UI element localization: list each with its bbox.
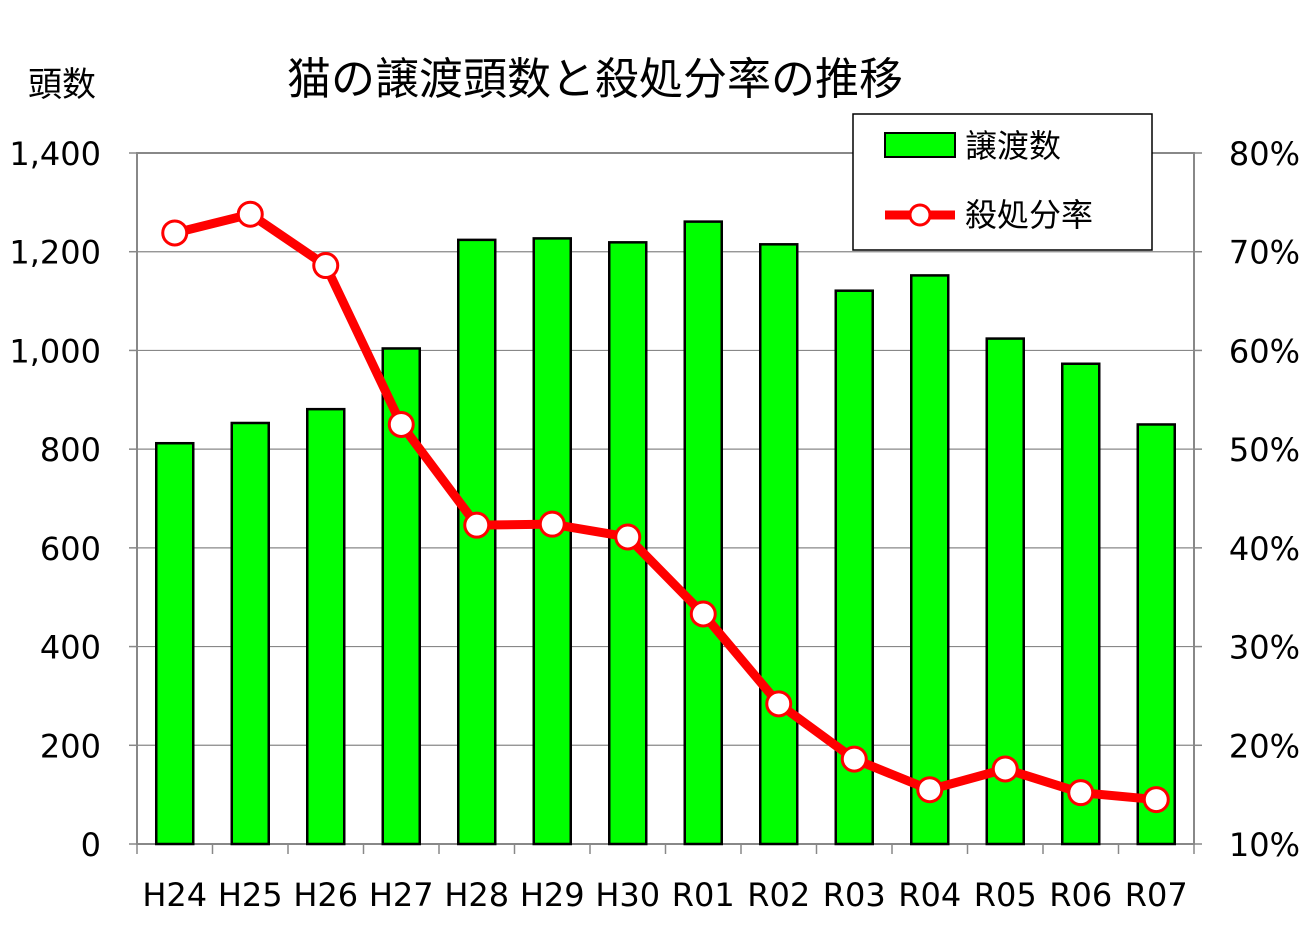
rate-point bbox=[1067, 779, 1095, 807]
legend-bar-swatch bbox=[884, 132, 956, 158]
x-tick-label: R05 bbox=[974, 876, 1037, 914]
legend: 譲渡数 殺処分率 bbox=[852, 113, 1153, 251]
x-tick-label: R04 bbox=[898, 876, 961, 914]
rate-point bbox=[916, 776, 944, 804]
x-tick-label: H30 bbox=[595, 876, 660, 914]
line-series bbox=[161, 200, 1170, 814]
bar bbox=[1061, 362, 1101, 846]
left-tick-label: 1,400 bbox=[9, 135, 101, 173]
bar bbox=[457, 238, 497, 846]
x-tick-label: R01 bbox=[672, 876, 735, 914]
plot-area bbox=[136, 152, 1195, 845]
bar bbox=[155, 441, 195, 846]
bar bbox=[1136, 423, 1176, 846]
rate-point bbox=[689, 600, 717, 628]
bar bbox=[230, 421, 270, 846]
x-tick-label: H25 bbox=[218, 876, 283, 914]
right-tick-label: 60% bbox=[1229, 332, 1300, 370]
right-tick-label: 40% bbox=[1229, 530, 1300, 568]
rate-point bbox=[840, 745, 868, 773]
x-tick-label: R07 bbox=[1125, 876, 1188, 914]
right-tick-label: 50% bbox=[1229, 431, 1300, 469]
rate-point bbox=[765, 690, 793, 718]
rate-point bbox=[161, 219, 189, 247]
bar bbox=[532, 237, 572, 846]
left-tick-label: 1,200 bbox=[9, 234, 101, 272]
x-tick-label: R02 bbox=[747, 876, 810, 914]
x-tick-label: H24 bbox=[142, 876, 207, 914]
right-tick-label: 20% bbox=[1229, 727, 1300, 765]
left-tick-label: 200 bbox=[40, 727, 101, 765]
legend-label-line: 殺処分率 bbox=[965, 196, 1093, 234]
rate-point bbox=[236, 200, 264, 228]
left-tick-label: 800 bbox=[40, 431, 101, 469]
x-axis-ticks: H24 H25 H26 H27 H28 H29 H30 R01 R02 R03 R04 R05 R06 R… bbox=[142, 876, 1187, 914]
x-tick-label: R06 bbox=[1049, 876, 1112, 914]
gridlines bbox=[129, 152, 1202, 854]
left-axis-label: 頭数 bbox=[28, 65, 96, 105]
bar bbox=[910, 274, 950, 846]
bar bbox=[306, 407, 346, 846]
bar bbox=[683, 220, 723, 846]
right-tick-label: 10% bbox=[1229, 826, 1300, 864]
x-tick-label: R03 bbox=[823, 876, 886, 914]
legend-label-bar: 譲渡数 bbox=[965, 127, 1061, 165]
rate-point bbox=[1142, 786, 1170, 814]
x-tick-label: H28 bbox=[444, 876, 509, 914]
right-tick-label: 70% bbox=[1229, 234, 1300, 272]
left-tick-label: 0 bbox=[81, 826, 101, 864]
rate-point bbox=[538, 510, 566, 538]
x-tick-label: H29 bbox=[520, 876, 585, 914]
left-tick-label: 1,000 bbox=[9, 332, 101, 370]
right-tick-label: 80% bbox=[1229, 135, 1300, 173]
x-tick-label: H26 bbox=[293, 876, 358, 914]
rate-point bbox=[387, 410, 415, 438]
left-tick-label: 600 bbox=[40, 530, 101, 568]
x-tick-label: H27 bbox=[369, 876, 434, 914]
bar bbox=[759, 243, 799, 846]
rate-point bbox=[991, 755, 1019, 783]
rate-point bbox=[312, 252, 340, 280]
right-tick-label: 30% bbox=[1229, 629, 1300, 667]
legend-line-marker bbox=[908, 203, 932, 227]
bar-series bbox=[155, 220, 1176, 846]
left-axis-ticks: 0 200 400 600 800 1,000 1,200 1,400 bbox=[9, 135, 101, 864]
left-tick-label: 400 bbox=[40, 629, 101, 667]
rate-point bbox=[614, 523, 642, 551]
right-axis-ticks: 10% 20% 30% 40% 50% 60% 70% 80% bbox=[1229, 135, 1300, 864]
rate-point bbox=[463, 511, 491, 539]
chart-title: 猫の譲渡頭数と殺処分率の推移 bbox=[287, 54, 903, 105]
